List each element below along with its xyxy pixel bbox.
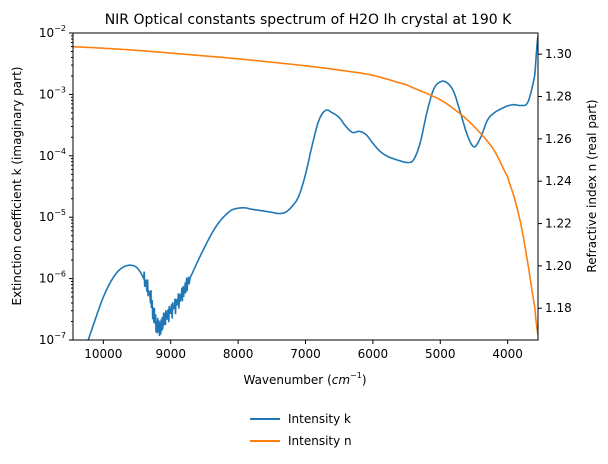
y-left-tick-label: 10−7 bbox=[39, 331, 66, 347]
y-left-tick-label: 10−4 bbox=[39, 147, 66, 163]
x-tick-label: 6000 bbox=[358, 347, 389, 361]
legend-item-k: Intensity k bbox=[250, 408, 352, 430]
chart-title: NIR Optical constants spectrum of H2O Ih… bbox=[105, 12, 512, 28]
tick-labels: 10000 9000 8000 7000 6000 5000 4000 10−7 10−6 10−… bbox=[39, 24, 572, 361]
series-line-n bbox=[73, 46, 538, 335]
axes bbox=[69, 32, 542, 344]
y-left-tick-label: 10−5 bbox=[39, 208, 66, 224]
series-line-k bbox=[87, 35, 538, 340]
y-right-tick-label: 1.20 bbox=[545, 259, 572, 273]
x-tick-label: 8000 bbox=[223, 347, 254, 361]
y-right-tick-label: 1.22 bbox=[545, 217, 572, 231]
y-left-tick-label: 10−3 bbox=[39, 85, 66, 101]
x-axis-label-text: Wavenumber bbox=[243, 373, 323, 387]
y-right-tick-label: 1.26 bbox=[545, 132, 572, 146]
legend-swatch-n bbox=[250, 440, 280, 442]
y-right-tick-label: 1.28 bbox=[545, 90, 572, 104]
legend-label-n: Intensity n bbox=[288, 434, 352, 448]
y-right-tick-label: 1.18 bbox=[545, 301, 572, 315]
y-left-tick-label: 10−6 bbox=[39, 270, 66, 286]
legend-label-k: Intensity k bbox=[288, 412, 351, 426]
x-axis-label: Wavenumber (cm−1) bbox=[243, 371, 366, 387]
y-axis-left-label: Extinction coefficient k (imaginary part… bbox=[10, 67, 24, 306]
legend: Intensity k Intensity n bbox=[250, 408, 352, 452]
y-axis-right-label: Refractive index n (real part) bbox=[585, 99, 599, 272]
x-axis-unit: cm bbox=[332, 373, 350, 387]
x-tick-label: 10000 bbox=[84, 347, 122, 361]
x-tick-label: 5000 bbox=[425, 347, 456, 361]
plot-area bbox=[73, 35, 538, 340]
legend-swatch-k bbox=[250, 418, 280, 420]
plot-frame bbox=[72, 32, 539, 341]
y-left-tick-label: 10−2 bbox=[39, 24, 66, 40]
x-tick-label: 4000 bbox=[492, 347, 523, 361]
y-right-tick-label: 1.30 bbox=[545, 47, 572, 61]
x-axis-unit-exp: −1 bbox=[350, 371, 362, 380]
x-tick-label: 9000 bbox=[155, 347, 186, 361]
y-right-tick-label: 1.24 bbox=[545, 174, 572, 188]
legend-item-n: Intensity n bbox=[250, 430, 352, 452]
x-tick-label: 7000 bbox=[290, 347, 321, 361]
